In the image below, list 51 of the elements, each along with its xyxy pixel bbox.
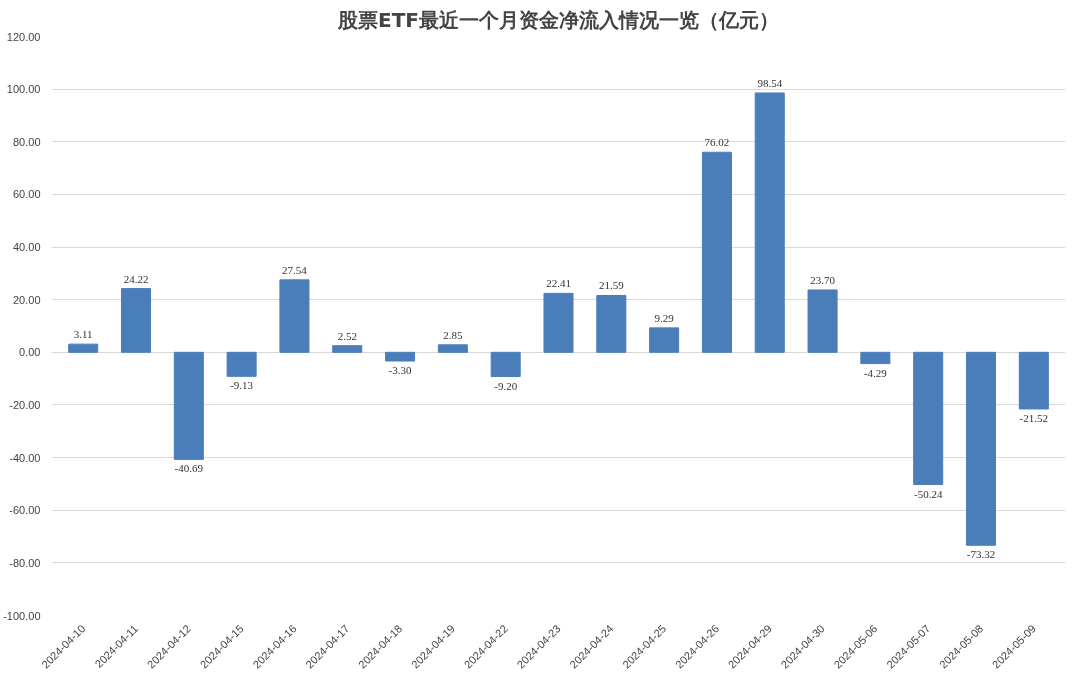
bar (596, 295, 627, 353)
data-label: -50.24 (913, 487, 943, 500)
y-tick-label: -100.00 (3, 609, 41, 622)
data-label: -73.32 (966, 548, 996, 561)
data-label: 2.85 (443, 328, 463, 341)
data-label: -3.30 (388, 364, 413, 376)
data-label: 23.70 (810, 273, 836, 286)
data-label: 3.11 (73, 328, 93, 341)
y-tick-label: 60.00 (12, 188, 41, 201)
data-label: 27.54 (282, 263, 308, 276)
bar (332, 345, 363, 353)
data-label: -9.13 (230, 379, 254, 392)
y-tick-label: -20.00 (9, 398, 41, 411)
y-tick-label: -80.00 (9, 556, 41, 569)
data-label: 9.29 (654, 311, 675, 324)
bar (913, 351, 944, 486)
data-label: 76.02 (704, 136, 730, 149)
bar (543, 292, 574, 353)
y-tick-label: 100.00 (6, 83, 41, 96)
bar (120, 288, 152, 353)
bar (385, 351, 416, 362)
data-label: 24.22 (123, 272, 149, 285)
data-label: 21.59 (598, 279, 625, 292)
bar (437, 344, 468, 353)
data-label: -40.69 (174, 462, 204, 475)
data-label: -9.20 (494, 379, 518, 392)
chart-title: 股票ETF最近一个月资金净流入情况一览（亿元） (337, 7, 779, 32)
bar (490, 351, 521, 378)
y-tick-label: -60.00 (9, 504, 41, 517)
bar (807, 289, 838, 353)
data-label: -21.52 (1019, 411, 1049, 424)
y-tick-label: 120.00 (6, 30, 41, 43)
y-tick-label: 40.00 (12, 241, 41, 254)
data-label: 2.52 (337, 329, 357, 342)
bar (701, 151, 732, 353)
bar (279, 279, 310, 353)
y-tick-label: 0.00 (19, 346, 41, 359)
bar (173, 351, 204, 460)
data-label: 98.54 (757, 76, 783, 89)
bar (860, 351, 891, 365)
y-tick-label: -40.00 (9, 451, 41, 464)
bar (649, 327, 680, 353)
y-tick-label: 80.00 (12, 135, 41, 148)
bar (965, 351, 997, 546)
bar (226, 351, 257, 377)
y-tick-label: 20.00 (12, 293, 41, 306)
bar (68, 343, 99, 353)
data-label: -4.29 (863, 366, 888, 379)
bar (754, 92, 785, 353)
bar (1018, 351, 1049, 410)
data-label: 22.41 (546, 277, 571, 290)
